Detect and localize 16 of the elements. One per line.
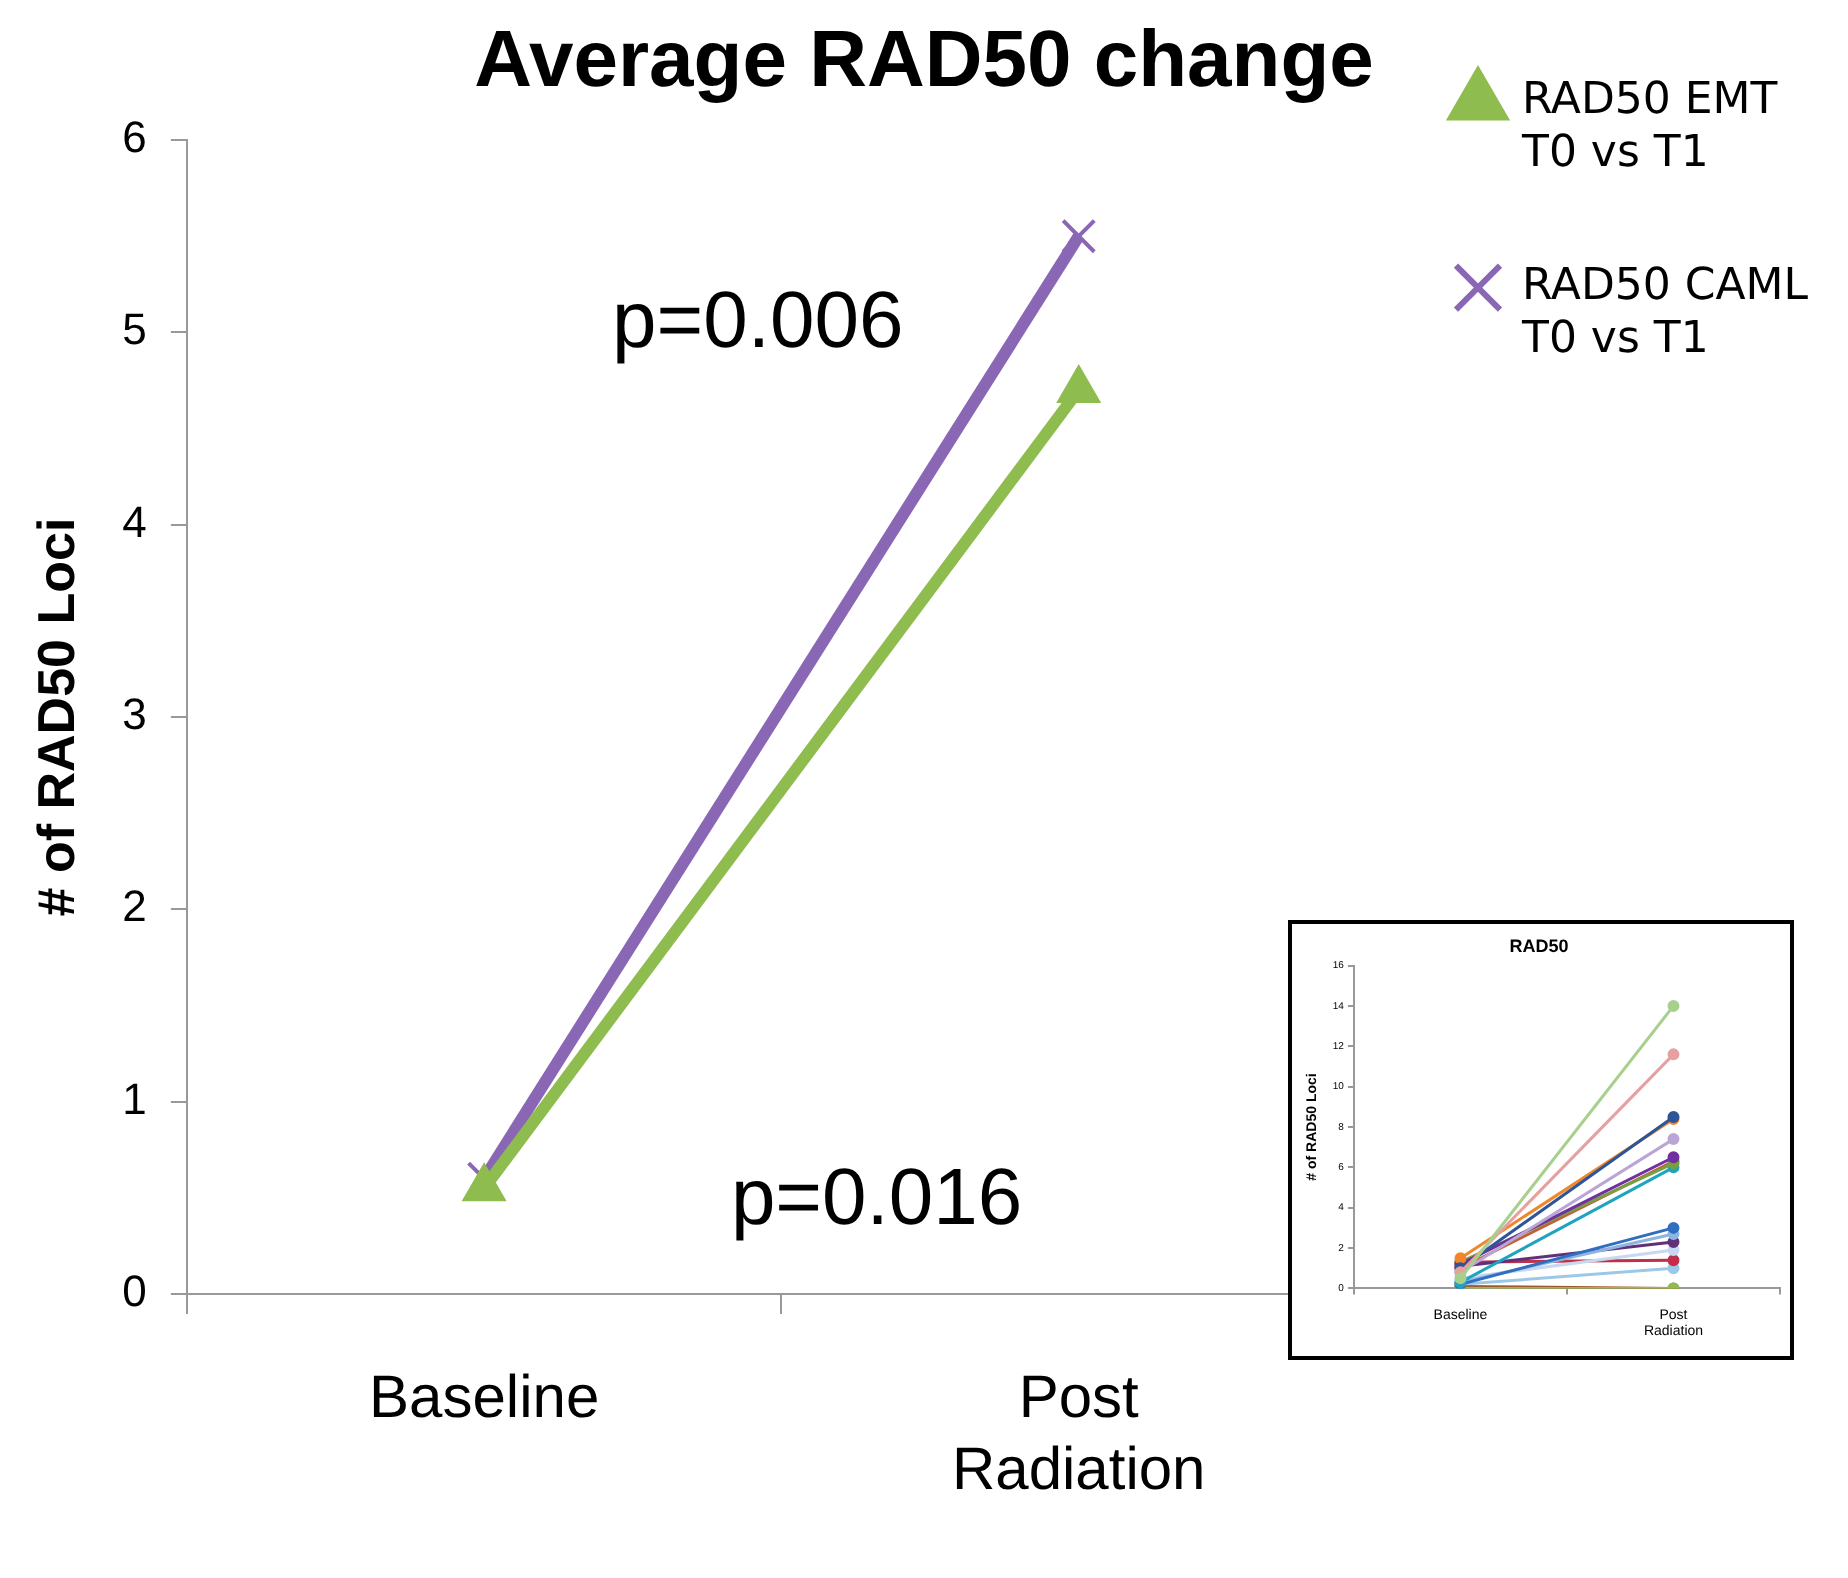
chart-title: RAD50 bbox=[1509, 935, 1569, 956]
y-tick-label: 1 bbox=[122, 1073, 147, 1124]
y-axis-title: # of RAD50 Loci bbox=[25, 517, 86, 917]
y-tick-label: 3 bbox=[122, 689, 147, 740]
x-tick-label: Post Radiation bbox=[951, 1364, 1206, 1503]
x-tick-label: Baseline bbox=[369, 1364, 600, 1431]
y-tick-label: 0 bbox=[122, 1266, 147, 1317]
chart-title: Average RAD50 change bbox=[474, 16, 1374, 105]
annotation: p=0.006 bbox=[611, 276, 904, 365]
y-tick-label: 2 bbox=[122, 881, 147, 932]
legend-label: RAD50 EMT T0 vs T1 bbox=[1520, 75, 1779, 179]
y-tick-label: 4 bbox=[122, 496, 147, 547]
legend-label: RAD50 CAML T0 vs T1 bbox=[1520, 261, 1810, 364]
annotation: p=0.016 bbox=[730, 1153, 1023, 1242]
y-tick-label: 5 bbox=[122, 304, 147, 355]
y-tick-label: 6 bbox=[122, 112, 147, 163]
